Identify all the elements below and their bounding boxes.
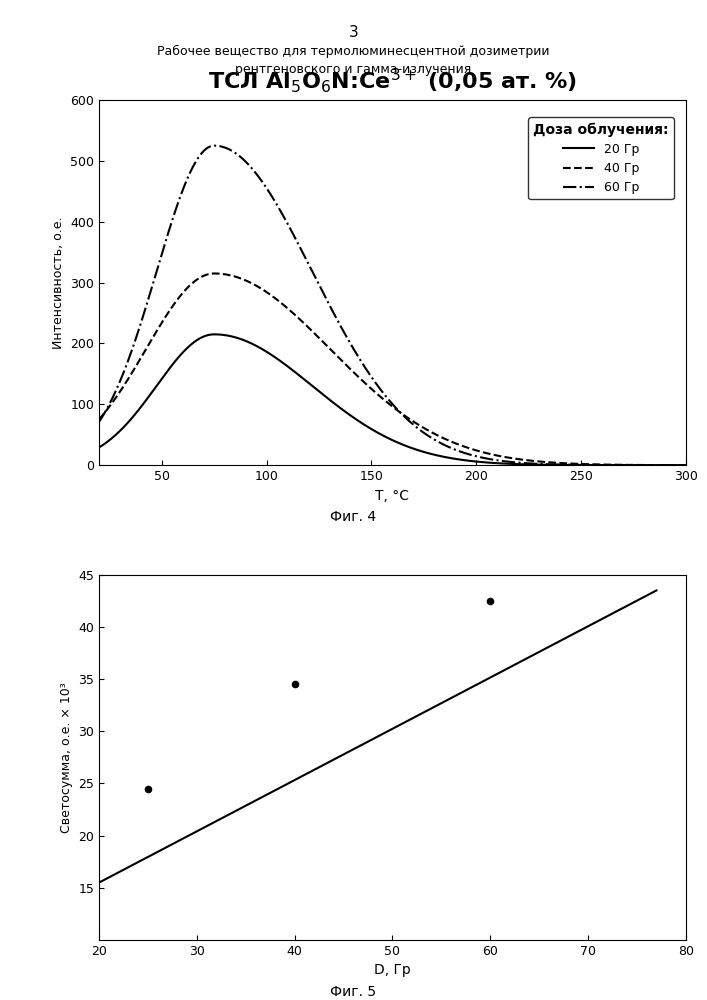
Point <box>142 781 153 797</box>
Title: ТСЛ Al$_5$O$_6$N:Ce$^{3+}$ (0,05 ат. %): ТСЛ Al$_5$O$_6$N:Ce$^{3+}$ (0,05 ат. %) <box>208 66 577 95</box>
Point <box>289 676 300 692</box>
Text: Фиг. 4: Фиг. 4 <box>330 510 377 524</box>
X-axis label: T, °C: T, °C <box>375 489 409 503</box>
Y-axis label: Светосумма, о.е. × 10³: Светосумма, о.е. × 10³ <box>59 682 73 833</box>
Y-axis label: Интенсивность, о.е.: Интенсивность, о.е. <box>52 216 64 349</box>
Text: рентгеновского и гамма-излучения: рентгеновского и гамма-излучения <box>235 63 472 76</box>
Text: 3: 3 <box>349 25 358 40</box>
Point <box>484 593 496 609</box>
Text: Рабочее вещество для термолюминесцентной дозиметрии: Рабочее вещество для термолюминесцентной… <box>157 45 550 58</box>
X-axis label: D, Гр: D, Гр <box>374 963 411 977</box>
Legend: 20 Гр, 40 Гр, 60 Гр: 20 Гр, 40 Гр, 60 Гр <box>528 117 674 199</box>
Text: Фиг. 5: Фиг. 5 <box>330 985 377 999</box>
